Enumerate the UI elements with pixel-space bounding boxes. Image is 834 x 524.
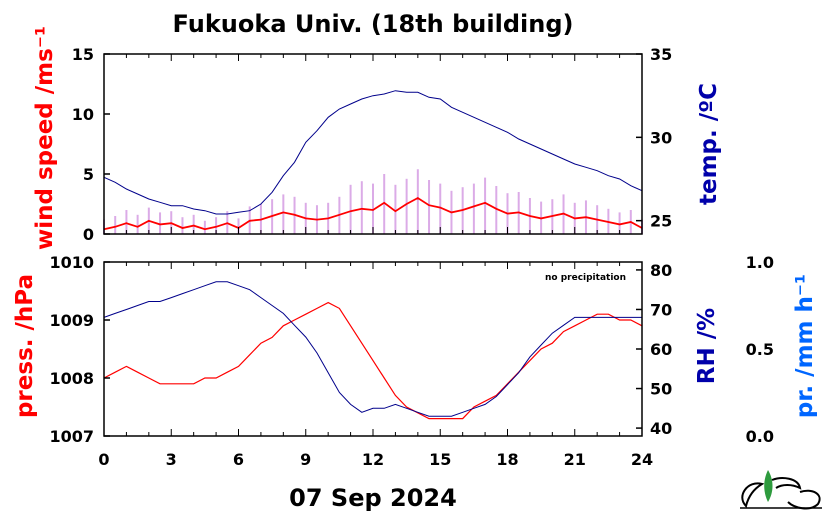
- x-tick-label: 3: [166, 450, 177, 469]
- panel-wind-temp: 0 5 10 15 25 30 35 wind speed /ms⁻¹ temp. /ºC: [32, 26, 722, 250]
- x-tick-label: 18: [496, 450, 518, 469]
- y-axis-label-rh: RH /%: [694, 308, 720, 384]
- panel-press-rh: 1007 1008 1009 1010 40 50 60 70 80 0.0 0.5 1.0 0 3 6 9 1…: [12, 253, 818, 469]
- plot-frame-bottom: [103, 261, 643, 437]
- x-tick-label: 21: [564, 450, 586, 469]
- x-tick-label: 12: [362, 450, 384, 469]
- y-axis-label-pressure: press. /hPa: [12, 274, 38, 418]
- x-axis-date-label: 07 Sep 2024: [289, 484, 457, 512]
- y-tick-label-wind: 5: [83, 165, 94, 184]
- y-tick-label-rh: 40: [650, 419, 672, 438]
- temperature-line: [103, 90, 643, 215]
- x-tick-label: 15: [429, 450, 451, 469]
- pressure-line: [103, 301, 643, 420]
- wind-speed-line: [103, 196, 643, 231]
- y-tick-label-precip: 0.5: [746, 340, 774, 359]
- y-tick-label-wind: 10: [72, 105, 94, 124]
- y-tick-label-temp: 30: [650, 128, 672, 147]
- y-tick-label-pressure: 1010: [49, 253, 94, 272]
- y-tick-label-temp: 35: [650, 45, 672, 64]
- y-tick-label-precip: 1.0: [746, 253, 774, 272]
- y-axis-label-precip: pr. /mm h⁻¹: [792, 274, 818, 418]
- y-tick-label-pressure: 1008: [49, 369, 94, 388]
- humidity-line: [103, 281, 642, 417]
- y-tick-label-rh: 70: [650, 300, 672, 319]
- y-tick-label-wind: 0: [83, 225, 94, 244]
- x-tick-label: 0: [98, 450, 109, 469]
- x-tick-label: 6: [233, 450, 244, 469]
- annotation-no-precipitation: no precipitation: [545, 273, 626, 283]
- y-tick-label-wind: 15: [72, 45, 94, 64]
- y-tick-label-rh: 60: [650, 340, 672, 359]
- y-tick-label-precip: 0.0: [746, 427, 774, 446]
- y-axis-label-wind: wind speed /ms⁻¹: [32, 26, 58, 250]
- y-tick-label-pressure: 1007: [49, 427, 94, 446]
- y-tick-label-pressure: 1009: [49, 311, 94, 330]
- y-tick-label-temp: 25: [650, 212, 672, 231]
- x-tick-label: 9: [300, 450, 311, 469]
- y-tick-label-rh: 80: [650, 261, 672, 280]
- y-tick-label-rh: 50: [650, 380, 672, 399]
- y-axis-label-temp: temp. /ºC: [696, 83, 722, 205]
- chart-title: Fukuoka Univ. (18th building): [173, 10, 574, 38]
- nes-logo: [740, 470, 822, 510]
- x-tick-label: 24: [631, 450, 653, 469]
